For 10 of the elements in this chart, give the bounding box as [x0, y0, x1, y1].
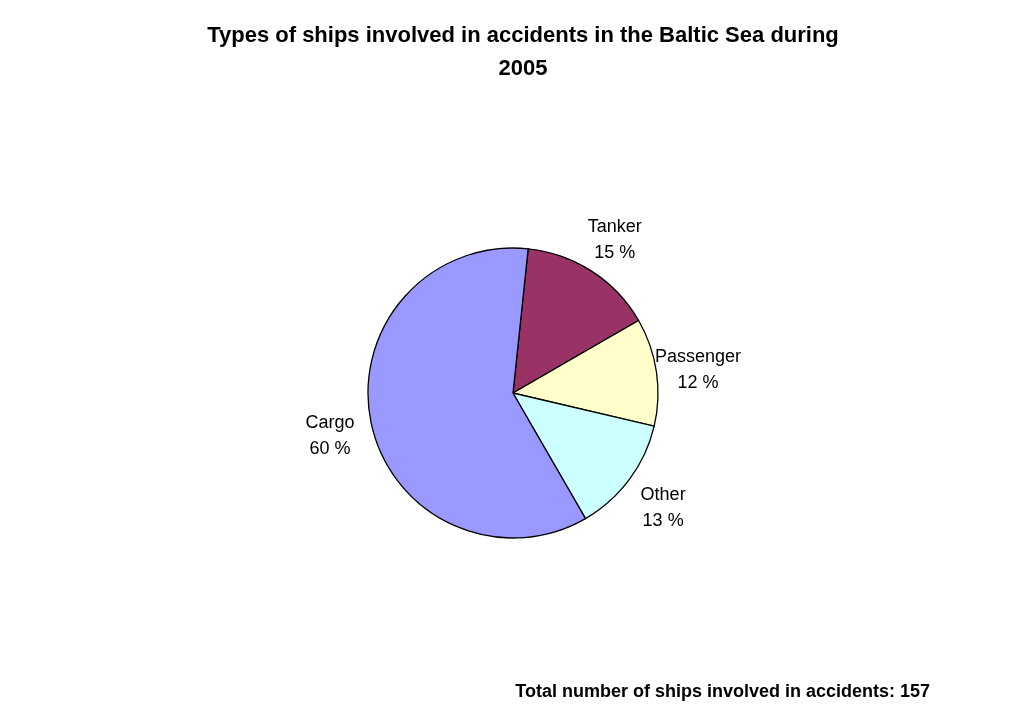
- text: Total number of ships involved in accidents: 157: [515, 681, 930, 701]
- slice-label: Passenger: [654, 345, 742, 366]
- data-label: 13 %: [642, 510, 684, 531]
- chart-title: Types of ships involved in accidents in the Baltic Sea during 2005: [207, 22, 839, 80]
- data-label: 60 %: [309, 437, 351, 458]
- slice-label: Cargo: [305, 411, 355, 432]
- data-label: 15 %: [594, 242, 636, 263]
- data-label: 12 %: [677, 371, 719, 392]
- slice-label: Other: [640, 484, 686, 505]
- slice-label: Tanker: [587, 216, 642, 237]
